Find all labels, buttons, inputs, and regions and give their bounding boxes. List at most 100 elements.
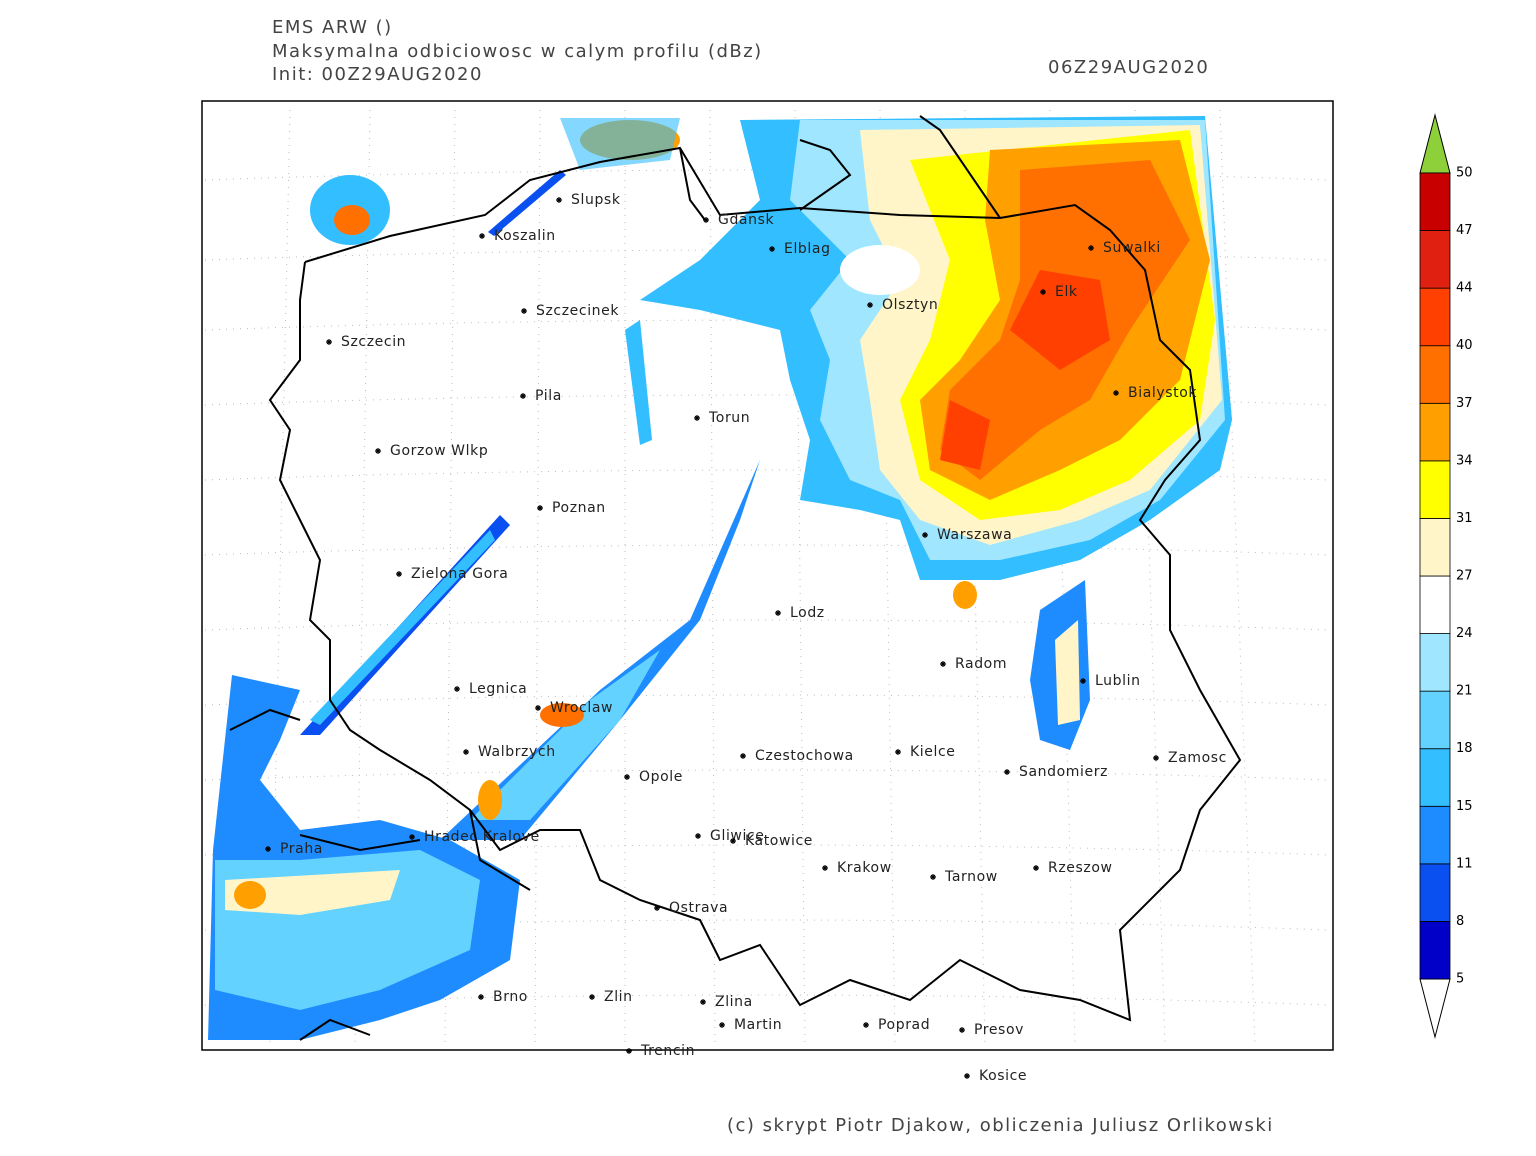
city-marker (537, 505, 543, 511)
city-marker (959, 1027, 965, 1033)
city-marker (463, 749, 469, 755)
city: Gdansk (703, 212, 774, 228)
colorbar: 5 8 11 15 18 21 24 27 31 34 37 40 44 47 50 (1419, 113, 1473, 1039)
city: Suwalki (1088, 240, 1161, 256)
city: Brno (478, 989, 528, 1005)
city: Sandomierz (1004, 764, 1108, 780)
city-label: Suwalki (1103, 240, 1161, 256)
city: Pila (520, 388, 561, 404)
map-frame (201, 100, 1334, 1051)
city-label: Katowice (745, 833, 813, 849)
city: Szczecinek (521, 303, 619, 319)
city: Trencin (626, 1043, 695, 1059)
city-marker (1113, 390, 1119, 396)
city-marker (375, 448, 381, 454)
city-label: Sandomierz (1019, 764, 1108, 780)
colorbar-segment (1419, 633, 1451, 692)
colorbar-segment (1419, 287, 1451, 347)
city-marker (265, 846, 271, 852)
city: Zamosc (1153, 750, 1227, 766)
city-marker (769, 246, 775, 252)
city: Hradec Kralove (409, 829, 540, 845)
city-label: Kosice (979, 1068, 1027, 1084)
city: Olsztyn (867, 297, 938, 313)
city-label: Gliwice (710, 828, 764, 844)
city-label: Koszalin (494, 228, 556, 244)
colorbar-label: 15 (1456, 799, 1473, 814)
city: Torun (694, 410, 750, 426)
city-label: Zamosc (1168, 750, 1227, 766)
city: Katowice (730, 833, 813, 849)
colorbar-label: 44 (1456, 281, 1473, 296)
city-marker (396, 571, 402, 577)
colorbar-segment (1419, 575, 1451, 634)
city: Ostrava (654, 900, 728, 916)
colorbar-segment (1419, 518, 1451, 577)
city-label: Wroclaw (550, 700, 613, 716)
city-label: Slupsk (571, 192, 621, 208)
city-marker (326, 339, 332, 345)
colorbar-segment (1419, 345, 1451, 404)
city-label: Lublin (1095, 673, 1141, 689)
city-label: Poznan (552, 500, 606, 516)
init-time: Init: 00Z29AUG2020 (272, 64, 483, 85)
city-marker (940, 661, 946, 667)
colorbar-segment (1419, 460, 1451, 519)
colorbar-label: 24 (1456, 626, 1473, 641)
colorbar-segment (1419, 172, 1451, 231)
city: Wroclaw (535, 700, 613, 716)
city-marker (822, 865, 828, 871)
city-label: Krakow (837, 860, 892, 876)
city-label: Olsztyn (882, 297, 938, 313)
city-marker (695, 833, 701, 839)
city-label: Rzeszow (1048, 860, 1113, 876)
city-marker (867, 302, 873, 308)
city-label: Brno (493, 989, 528, 1005)
city-label: Legnica (469, 681, 527, 697)
city: Elk (1040, 284, 1078, 300)
city: Lodz (775, 605, 824, 621)
colorbar-label: 40 (1456, 338, 1473, 353)
city: Legnica (454, 681, 527, 697)
colorbar-label: 31 (1456, 511, 1473, 526)
city: Koszalin (479, 228, 556, 244)
city-label: Kielce (910, 744, 955, 760)
city-label: Radom (955, 656, 1007, 672)
city-marker (1088, 245, 1094, 251)
city-marker (478, 994, 484, 1000)
colorbar-segment (1419, 230, 1451, 289)
colorbar-segment (1419, 402, 1451, 462)
city-label: Czestochowa (755, 748, 854, 764)
city-marker (700, 999, 706, 1005)
product-title: Maksymalna odbiciowosc w calym profilu (… (272, 41, 763, 62)
city: Bialystok (1113, 385, 1197, 401)
reflectivity-field (208, 116, 1232, 1040)
city-marker (895, 749, 901, 755)
city-label: Zielona Gora (411, 566, 508, 582)
colorbar-label: 37 (1456, 396, 1473, 411)
city: Poznan (537, 500, 606, 516)
city-marker (863, 1022, 869, 1028)
colorbar-label: 50 (1456, 166, 1473, 181)
city-marker (409, 834, 415, 840)
city-marker (520, 393, 526, 399)
city: Gliwice (695, 828, 764, 844)
city-label: Bialystok (1128, 385, 1197, 401)
city-marker (703, 217, 709, 223)
city: Opole (624, 769, 682, 785)
footer-credit: (c) skrypt Piotr Djakow, obliczenia Juli… (727, 1115, 1274, 1136)
city-label: Hradec Kralove (424, 829, 540, 845)
valid-time: 06Z29AUG2020 (1048, 57, 1209, 78)
city-marker (964, 1073, 970, 1079)
city-label: Poprad (878, 1017, 930, 1033)
city: Poprad (863, 1017, 930, 1033)
city-marker (479, 233, 485, 239)
city-marker (922, 532, 928, 538)
city-label: Elk (1055, 284, 1078, 300)
city: Zlin (589, 989, 633, 1005)
city-marker (521, 308, 527, 314)
city: Lublin (1080, 673, 1141, 689)
city-label: Zlin (604, 989, 633, 1005)
city: Walbrzych (463, 744, 555, 760)
city-label: Trencin (640, 1043, 695, 1059)
